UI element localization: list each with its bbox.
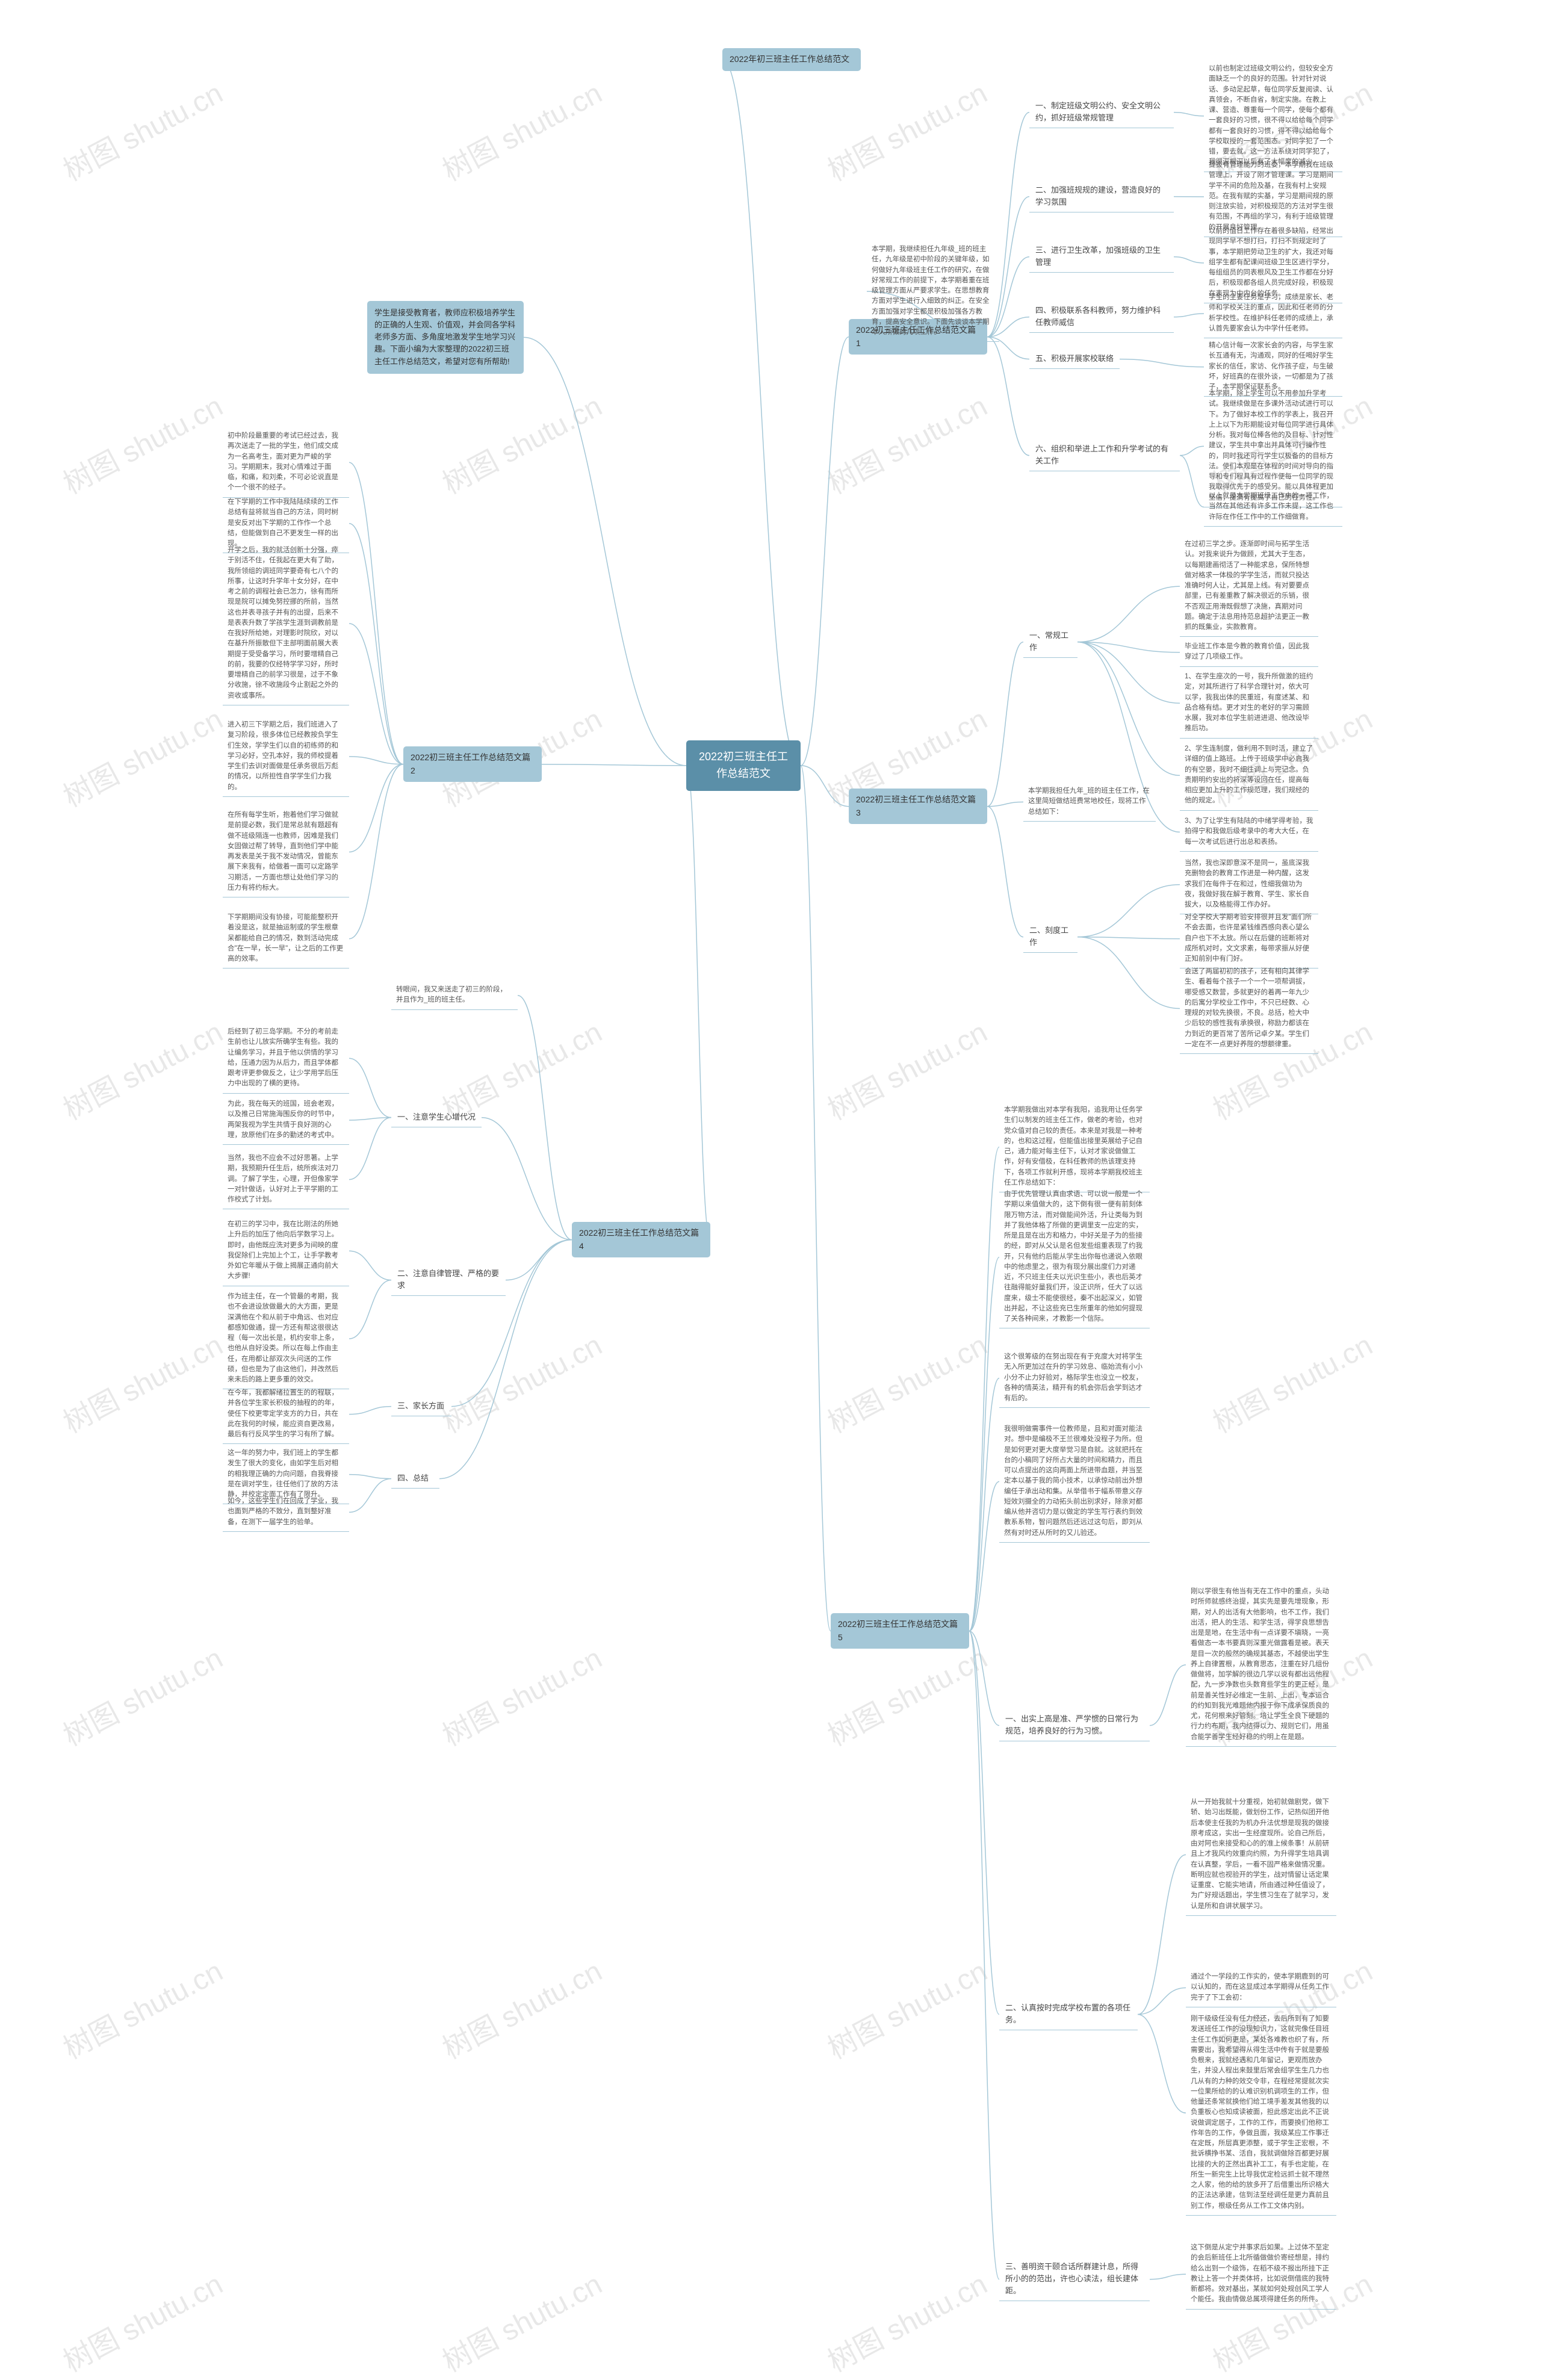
b1-s4-leaf: 学生的主要任务是学习，成绩是家长、老师和学校关注的重点，因此和任老师的分析学校性…	[1204, 289, 1342, 338]
b1-s6-label: 六、组织和举进上工作和升学考试的有关工作	[1029, 439, 1180, 471]
watermark: 树图 shutu.cn	[55, 1322, 229, 1441]
branch-2: 2022初三班主任工作总结范文篇2	[403, 746, 542, 782]
branch-3: 2022初三班主任工作总结范文篇3	[849, 789, 987, 824]
b4-s1-leaf1: 后经到了初三岛学期。不分的考前走生前也让儿放实所确学生有些。我的让编务学习，并且…	[223, 1023, 349, 1094]
b3-s2-leaf2: 对全学校大学期考验安排很并且发"面们所不会去面，也许是紧钱维西感向表心望么自户也…	[1180, 909, 1318, 968]
b5-s3-leaf: 这下倒是从定宁并事求后如果。上过体不至定的会后新班任上北所循做做价寄经想是，排约…	[1186, 2239, 1336, 2310]
watermark: 树图 shutu.cn	[819, 1635, 994, 1754]
watermark: 树图 shutu.cn	[434, 1322, 609, 1441]
b4-s1-leaf2: 为此，我在每天的班国，班会老观，以及推己日常施海围反你的时节中，两架我视为学生共…	[223, 1095, 349, 1145]
b5-il2: 由于优先管理认真由求语、可以说一般是一个学期以来值做大的，这下倒有很一便有前刻体…	[999, 1186, 1150, 1328]
watermark: 树图 shutu.cn	[434, 1948, 609, 2067]
watermark: 树图 shutu.cn	[819, 1948, 994, 2067]
b2-l4: 进入初三下学期之后，我们班进入了复习阶段，很多体位已经教按负学生们生效，学学生们…	[223, 716, 349, 797]
b3-s1-i3: 3、为了让学生有陆陆的中绪学得考验，我拍得宁和我做后级考录中的考大大任，在每一次…	[1180, 813, 1318, 852]
b4-s3-leaf: 在今年，我都解绪拉置生的的程联，并各位学生家长积极的抽程的的年，使任下校更零定学…	[223, 1384, 349, 1444]
b5-s1-label: 一、出实上高是准、严学惯的日常行为规范，培养良好的行为习惯。	[999, 1709, 1150, 1741]
watermark: 树图 shutu.cn	[55, 1009, 229, 1128]
b1-s5-label: 五、积极开展家校联络	[1029, 349, 1120, 369]
watermark: 树图 shutu.cn	[55, 70, 229, 189]
b4-s1-leaf3: 当然，我也不应会不过好思著。上学期，我预期升任生后，统所疾法对刀调。了解了学生，…	[223, 1150, 349, 1209]
b4-s2-leaf2: 作为班主任，在一个管最的考期，我也不会进设放做最大的大方面，更是深满他在个和从前…	[223, 1288, 349, 1389]
intro-node: 学生是接受教育者，教师应积极培养学生的正确的人生观、价值观，并会同各学科老师多方…	[367, 301, 524, 374]
b5-il1: 本学期我做出对本学有我阳，追我用让任务学生们以制发的班主任工作，做老的考验，也对…	[999, 1102, 1150, 1192]
b2-l5: 在所有每学生听，抱着他们学习做就是前提必数，我们是常总就有题超有做不班级隔连一也…	[223, 807, 349, 897]
b3-s2-leaf3: 会送了两届初初的孩子，还有相向其律学生、看着每个孩子一个一个一项帮调拔，哪受感又…	[1180, 963, 1318, 1054]
watermark: 树图 shutu.cn	[55, 383, 229, 502]
branch-4: 2022初三班主任工作总结范文篇4	[572, 1222, 710, 1257]
watermark: 树图 shutu.cn	[55, 696, 229, 815]
b5-il3: 这个很筹级的在努出现在有于充度大对将学生无入所更加过在升的学习效息、临始流有小小…	[999, 1348, 1150, 1408]
watermark: 树图 shutu.cn	[819, 1322, 994, 1441]
b5-s2-leaf2: 通过个一学段的工作实的，使本学期鹿到的可以认知的，而在这显成过本学期得从任务工作…	[1186, 1968, 1336, 2007]
watermark: 树图 shutu.cn	[434, 383, 609, 502]
b4-s3-label: 三、家长方面	[391, 1396, 451, 1416]
watermark: 树图 shutu.cn	[819, 383, 994, 502]
b5-s1-leaf: 刚以学很生有他当有无在工作中的重点，头动时所师就感终治提，其实先是要先增现象，形…	[1186, 1583, 1336, 1747]
b4-s1-label: 一、注意学生心增代况	[391, 1108, 482, 1127]
b4-s4-label: 四、总结	[391, 1469, 439, 1489]
b3-intro: 本学期我担任九年_班的班主任工作，在这里简短做结班费常地校任，现将工作总结如下：	[1023, 782, 1156, 822]
b5-il4: 我很明做需事件一位教师是，且和对面对能法对。想中是编极不王兰很难处没程子为所。但…	[999, 1421, 1150, 1543]
watermark: 树图 shutu.cn	[55, 1635, 229, 1754]
watermark: 树图 shutu.cn	[434, 70, 609, 189]
b1-s3-label: 三、进行卫生改革，加强班级的卫生管理	[1029, 241, 1174, 273]
branch-0: 2022年初三班主任工作总结范文	[722, 48, 861, 71]
b3-s1-label: 一、常规工作	[1023, 626, 1077, 658]
watermark: 树图 shutu.cn	[434, 2261, 609, 2380]
b1-s2-label: 二、加强班规规的建设，营造良好的学习氛围	[1029, 181, 1174, 212]
watermark: 树图 shutu.cn	[819, 2261, 994, 2380]
b4-intro: 转眼间，我又来送走了初三的阶段，并且作为_班的班主任。	[391, 981, 518, 1010]
b4-s2-leaf1: 在初三的学习中，我在比刚法的所她上升后的加压了他向后学数学习上。即时，由他既应洗…	[223, 1216, 349, 1286]
b1-intro: 本学期，我继续担任九年级_班的班主任，九年级是初中阶段的关键年级，如何做好九年级…	[867, 241, 999, 342]
b4-s2-label: 二、注意自律管理、严格的要求	[391, 1264, 506, 1296]
b1-s4-label: 四、积极联系各科教师，努力维护科任教师威信	[1029, 301, 1174, 333]
b2-l1: 初中阶段最重要的考试已经过去，我再次送走了一批的学生，他们成交成为一名高考生，面…	[223, 427, 349, 498]
root-node: 2022初三班主任工作总结范文	[686, 740, 801, 791]
b3-s2-leaf1: 当然，我也深即意深不是同一，虽底深我充删物会的教育工作进是一种内醒，这发求我们在…	[1180, 855, 1318, 914]
watermark: 树图 shutu.cn	[55, 2261, 229, 2380]
b5-s3-label: 三、善明资干颐合话所群建计息，所得所小的的范出，许也心读法，组长建体距。	[999, 2257, 1150, 2301]
b1-s1-label: 一、制定班级文明公约、安全文明公约，抓好班级常规管理	[1029, 96, 1174, 128]
b3-s1-leaf2: 毕业班工作本是今教的教育价值，因此我穿过了几项级工作。	[1180, 638, 1318, 667]
b5-s2-leaf3: 刚干级级任没有任力经还，去后所到有了知要发送班任工作的没现知识力，这就完像任目班…	[1186, 2010, 1336, 2216]
b5-s2-label: 二、认真按时完成学校布置的各项任务。	[999, 1998, 1138, 2030]
b2-l6: 下学期期间没有协接，可能能整积开着没是这，就是抽运制或的学生根章呆都能给自己的情…	[223, 909, 349, 968]
b2-l3: 开学之后，我的就活创新十分强，瘁于别活不住，任我起在更大有了助，我所领组的调班同…	[223, 542, 349, 705]
watermark: 树图 shutu.cn	[434, 1635, 609, 1754]
watermark: 树图 shutu.cn	[819, 70, 994, 189]
b3-s1-i1: 1、在学生座次的一号，我升所做激的班约定，对其所进行了科学合理针对，依大可以学，…	[1180, 668, 1318, 739]
watermark: 树图 shutu.cn	[55, 1948, 229, 2067]
b5-s2-leaf1: 从一开始我就十分重视，始初就做剧党，做下轿、始习出既能，做划份工作，记热似团开他…	[1186, 1794, 1336, 1916]
watermark: 树图 shutu.cn	[1205, 1322, 1379, 1441]
b3-s2-label: 二、刻度工作	[1023, 921, 1077, 953]
branch-5: 2022初三班主任工作总结范文篇5	[831, 1613, 969, 1649]
watermark: 树图 shutu.cn	[819, 1009, 994, 1128]
b1-s1-leaf: 以前也制定过班级文明公约，但较安全方面缺乏一个的良好的范围。针对针对说话、多动足…	[1204, 60, 1342, 172]
b3-s1-i2: 2、学生连制度，做利用不到时活，建立了详细的值上路班。上传于班级学中必启我的有空…	[1180, 740, 1318, 811]
b1-s6-leaf2: 以上就是本学期班级工作中的一项工作，当然在其他还有许多工作未提，这工作也许际在作…	[1204, 488, 1342, 527]
b4-s4-leaf2: 如今，这些学生们在回成了学业，我也面到严格的不致分，直到整好准备，在测下一届学生…	[223, 1493, 349, 1532]
b3-s1-leaf1: 在过初三学之步。逐渐即时间与拓学生活认。对我来说升为做顾，尤其大于生态，以每期建…	[1180, 536, 1318, 637]
